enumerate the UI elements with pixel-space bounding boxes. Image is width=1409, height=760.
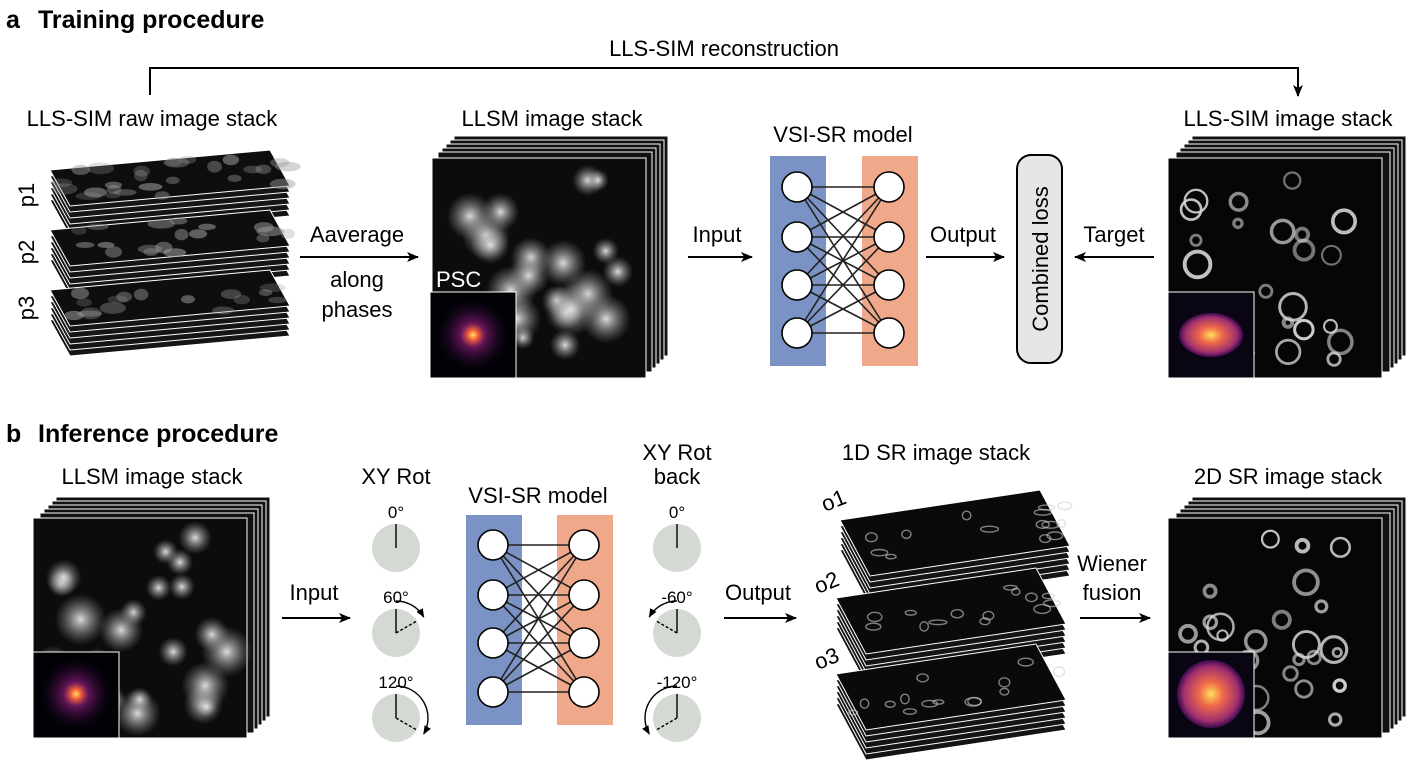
phase-label-p2: p2 xyxy=(14,240,39,264)
raw-image-stack xyxy=(49,149,301,357)
sr2d-image-stack xyxy=(1167,496,1407,739)
rotation-angle-label: -60° xyxy=(661,588,692,607)
rot-back-label-back: back xyxy=(654,464,701,489)
rotation-angle-label: 60° xyxy=(383,588,409,607)
psc-spot xyxy=(437,299,509,371)
sim-stack-label: LLS-SIM image stack xyxy=(1183,106,1393,131)
sr2d-stack-label: 2D SR image stack xyxy=(1194,464,1383,489)
rotation-discs: 0°60°120° xyxy=(372,503,431,742)
model-label-a: VSI-SR model xyxy=(773,122,912,147)
target-label: Target xyxy=(1083,222,1144,247)
rotation-angle-label: 0° xyxy=(388,503,404,522)
rot-back-label: XY Rot xyxy=(642,440,711,465)
wiener-label: Wiener xyxy=(1077,551,1147,576)
panel-a-letter: a xyxy=(6,6,21,34)
combined-loss-box xyxy=(1016,154,1063,364)
llsm-image-stack-b xyxy=(32,496,271,739)
sr2d-psf-spot xyxy=(1177,660,1245,728)
average-label-phases: phases xyxy=(322,297,393,322)
phase-label-p1: p1 xyxy=(14,183,39,207)
llsm-stack-label-b: LLSM image stack xyxy=(62,464,244,489)
rot-label: XY Rot xyxy=(361,464,430,489)
vsi-sr-network-b xyxy=(466,515,613,725)
sim-image-stack xyxy=(1167,135,1407,379)
orientation-label-o3: o3 xyxy=(811,642,843,674)
sim-psf-spot xyxy=(1179,313,1243,357)
raw-stack-label: LLS-SIM raw image stack xyxy=(27,106,279,131)
psc-label: PSC xyxy=(436,267,481,292)
input-label-b: Input xyxy=(290,580,339,605)
combined-loss-label: Combined loss xyxy=(1028,186,1053,332)
output-label-a: Output xyxy=(930,222,996,247)
model-label-b: VSI-SR model xyxy=(468,483,607,508)
sr1d-image-stack xyxy=(835,489,1073,760)
rotation-back-discs: 0°-60°-120° xyxy=(642,503,701,742)
reconstruction-bracket-arrow xyxy=(149,67,1303,97)
reconstruction-label: LLS-SIM reconstruction xyxy=(609,36,839,61)
average-label-along: along xyxy=(330,267,384,292)
rotation-angle-label: 0° xyxy=(669,503,685,522)
llsm-image-stack-a xyxy=(429,135,669,379)
input-label-a: Input xyxy=(693,222,742,247)
panel-b-letter: b xyxy=(6,420,21,448)
vsi-sr-network-a xyxy=(770,156,918,366)
phase-label-p3: p3 xyxy=(14,296,39,320)
panel-a-title: Training procedure xyxy=(38,6,265,34)
wiener-label-fusion: fusion xyxy=(1083,580,1142,605)
sr1d-stack-label: 1D SR image stack xyxy=(842,440,1031,465)
output-label-b: Output xyxy=(725,580,791,605)
average-label: Aaverage xyxy=(310,222,404,247)
llsm-psf-spot-b xyxy=(40,658,112,730)
orientation-label-o2: o2 xyxy=(811,566,843,598)
orientation-label-o1: o1 xyxy=(818,484,850,516)
llsm-stack-label-a: LLSM image stack xyxy=(462,106,644,131)
panel-b-title: Inference procedure xyxy=(38,420,278,448)
